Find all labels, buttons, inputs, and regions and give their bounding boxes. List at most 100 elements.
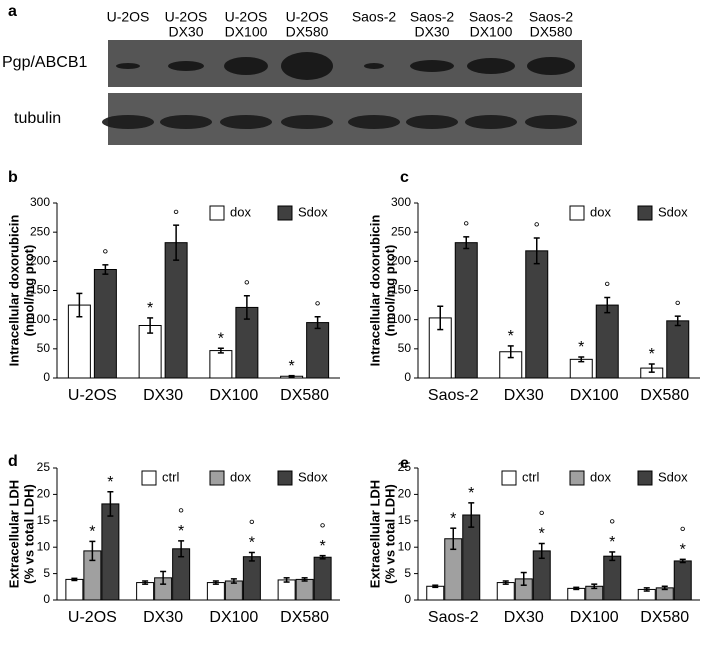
band [168, 61, 204, 71]
legend-swatch [277, 205, 293, 221]
legend-label: dox [590, 469, 611, 484]
legend-label: Sdox [298, 469, 328, 484]
error-bar [661, 585, 668, 591]
x-tick-label: U-2OS [68, 609, 117, 626]
y-tick-label: 150 [30, 283, 50, 297]
bar [295, 578, 314, 601]
significance-mark: * [107, 474, 113, 491]
error-bar [288, 374, 295, 378]
y-axis-label: (nmol/mg prot) [382, 245, 397, 337]
legend-label: Sdox [298, 204, 328, 219]
y-tick-label: 0 [404, 592, 411, 606]
error-bar [107, 491, 114, 517]
error-bar [89, 540, 96, 562]
x-tick-label: DX580 [640, 609, 689, 626]
y-axis-label: (nmol/mg prot) [21, 245, 36, 337]
x-tick-label: DX30 [504, 387, 544, 404]
y-tick-label: 10 [398, 539, 412, 553]
y-tick-label: 300 [391, 195, 411, 209]
error-bar [609, 551, 616, 562]
legend-swatch [209, 205, 225, 221]
error-bar [314, 316, 321, 330]
error-bar [71, 577, 78, 582]
lane-label: DX100 [470, 24, 513, 40]
legend-label: dox [230, 469, 251, 484]
band [116, 63, 140, 69]
y-tick-label: 100 [30, 312, 50, 326]
significance-mark: ° [609, 517, 615, 534]
error-bar [217, 347, 224, 354]
x-tick-label: DX30 [143, 609, 183, 626]
band [102, 115, 154, 129]
panel-letter: d [8, 453, 18, 470]
error-bar [538, 542, 545, 560]
lane-label: Saos-2 [352, 9, 397, 25]
lane-label: DX100 [225, 24, 268, 40]
lane-label: Saos-2 [469, 9, 514, 25]
lane-label: U-2OS [286, 9, 329, 25]
y-tick-label: 15 [37, 513, 51, 527]
y-tick-label: 50 [37, 341, 51, 355]
band [467, 58, 515, 74]
error-bar [643, 587, 650, 592]
bar [93, 269, 117, 379]
band [348, 115, 400, 129]
bar [426, 585, 445, 601]
significance-mark: * [450, 510, 456, 527]
significance-mark: * [649, 346, 655, 363]
error-bar [243, 295, 250, 320]
significance-mark: ° [539, 509, 545, 526]
y-tick-label: 20 [398, 487, 412, 501]
significance-mark: ° [178, 506, 184, 523]
x-tick-label: DX100 [570, 609, 619, 626]
lane-label: U-2OS [225, 9, 268, 25]
y-tick-label: 200 [30, 254, 50, 268]
error-bar [604, 296, 611, 314]
significance-mark: ° [314, 299, 320, 316]
error-bar [520, 571, 527, 586]
x-tick-label: DX30 [143, 387, 183, 404]
legend-swatch [209, 470, 225, 486]
panel-letter: e [400, 455, 409, 472]
error-bar [468, 502, 475, 528]
significance-mark: * [539, 526, 545, 543]
x-tick-label: U-2OS [68, 387, 117, 404]
significance-mark: ° [102, 247, 108, 264]
significance-mark: * [680, 542, 686, 559]
error-bar [591, 583, 598, 590]
error-bar [463, 236, 470, 250]
bar [65, 578, 84, 601]
legend-label: dox [590, 204, 611, 219]
significance-mark: * [508, 328, 514, 345]
panel-letter: b [8, 169, 18, 186]
bar [525, 250, 549, 379]
legend-swatch [277, 470, 293, 486]
band [364, 63, 384, 69]
lane-label: Saos-2 [410, 9, 455, 25]
bar [496, 582, 515, 601]
x-tick-label: DX100 [209, 609, 258, 626]
significance-mark: * [249, 535, 255, 552]
error-bar [578, 356, 585, 363]
y-tick-label: 5 [43, 566, 50, 580]
band [525, 115, 577, 129]
legend-swatch [569, 470, 585, 486]
error-bar [301, 577, 308, 582]
legend-label: ctrl [162, 469, 179, 484]
bar [666, 320, 690, 379]
band [527, 57, 575, 75]
significance-mark: ° [534, 220, 540, 237]
lane-label: DX30 [414, 24, 449, 40]
y-tick-label: 150 [391, 283, 411, 297]
error-bar [319, 554, 326, 560]
lane-label: DX580 [286, 24, 329, 40]
legend-label: dox [230, 204, 251, 219]
y-tick-label: 50 [398, 341, 412, 355]
bar [209, 350, 233, 379]
significance-mark: ° [249, 518, 255, 535]
significance-mark: * [609, 534, 615, 551]
error-bar [283, 577, 290, 583]
y-tick-label: 25 [37, 460, 51, 474]
band [410, 60, 454, 72]
error-bar [160, 570, 167, 585]
